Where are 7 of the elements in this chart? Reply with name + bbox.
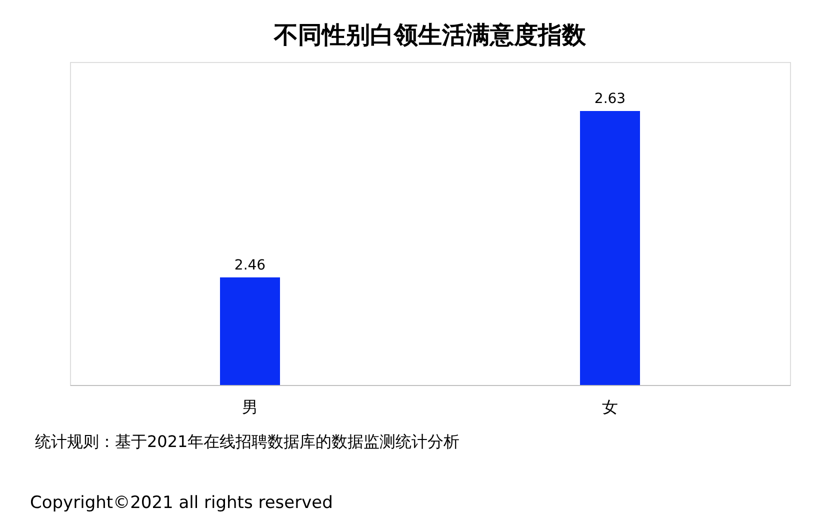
text: Copyright©2021 all rights reserved [30,493,333,513]
text: 统计规则：基于2021年在线招聘数据库的数据监测统计分析 [35,432,460,451]
x-tick-label: 男 [242,398,258,416]
x-tick-label: 女 [602,398,618,416]
data-label: 2.46 [234,257,266,274]
data-label: 2.63 [594,90,626,107]
chart-title: 不同性别白领生活满意度指数 [273,21,587,49]
